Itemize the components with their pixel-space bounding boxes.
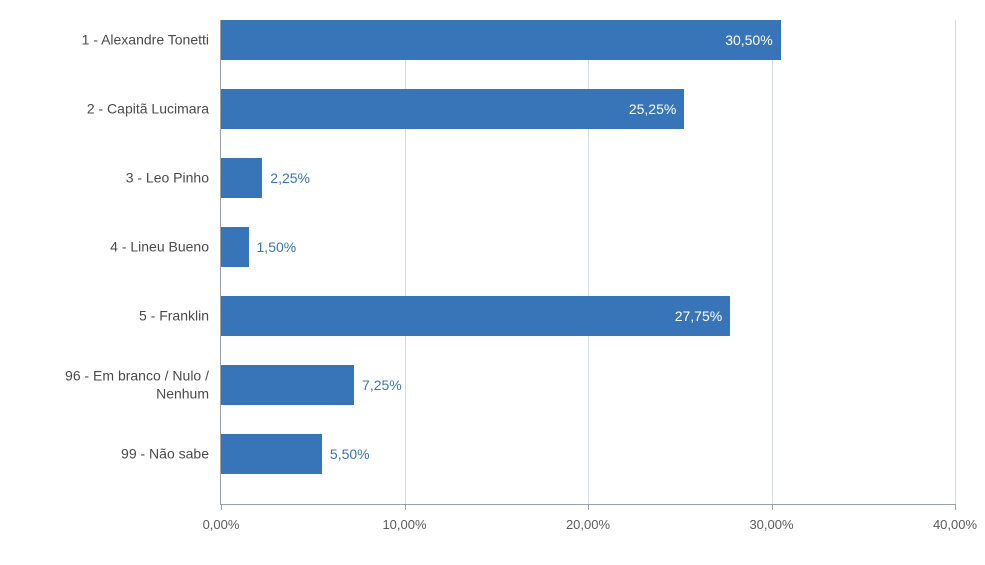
x-tick [588,504,589,510]
x-tick-label: 0,00% [203,517,240,532]
plot-area: 0,00%10,00%20,00%30,00%40,00%1 - Alexand… [220,20,955,505]
x-tick [955,504,956,510]
value-label: 2,25% [270,170,310,186]
category-label: 4 - Lineu Bueno [19,238,209,256]
x-tick [772,504,773,510]
value-label: 25,25% [629,101,676,117]
value-label: 7,25% [362,377,402,393]
category-label: 96 - Em branco / Nulo / Nenhum [19,368,209,403]
category-label: 1 - Alexandre Tonetti [19,31,209,49]
x-tick-label: 10,00% [382,517,426,532]
bar [221,158,262,198]
category-label: 3 - Leo Pinho [19,169,209,187]
x-tick-label: 20,00% [566,517,610,532]
chart-container: 0,00% 10,00% 20,00% 30,00% 40,00% 1 - Alexand… [0,0,985,565]
x-tick [405,504,406,510]
bar-row: 96 - Em branco / Nulo / Nenhum7,25% [221,365,955,405]
value-label: 5,50% [330,446,370,462]
gridline [955,20,956,504]
x-tick-label: 30,00% [749,517,793,532]
bar: 25,25% [221,89,684,129]
value-label: 27,75% [675,308,722,324]
bar: 30,50% [221,20,781,60]
bar-row: 5 - Franklin27,75% [221,296,955,336]
bar-row: 1 - Alexandre Tonetti30,50% [221,20,955,60]
bar [221,434,322,474]
bar-row: 4 - Lineu Bueno1,50% [221,227,955,267]
category-label: 2 - Capitã Lucimara [19,100,209,118]
bar-row: 2 - Capitã Lucimara25,25% [221,89,955,129]
bar [221,365,354,405]
value-label: 30,50% [725,32,772,48]
bar-row: 99 - Não sabe5,50% [221,434,955,474]
x-tick-label: 40,00% [933,517,977,532]
category-label: 99 - Não sabe [19,445,209,463]
x-tick [221,504,222,510]
bar: 27,75% [221,296,730,336]
category-label: 5 - Franklin [19,307,209,325]
bar-row: 3 - Leo Pinho2,25% [221,158,955,198]
bar [221,227,249,267]
value-label: 1,50% [257,239,297,255]
